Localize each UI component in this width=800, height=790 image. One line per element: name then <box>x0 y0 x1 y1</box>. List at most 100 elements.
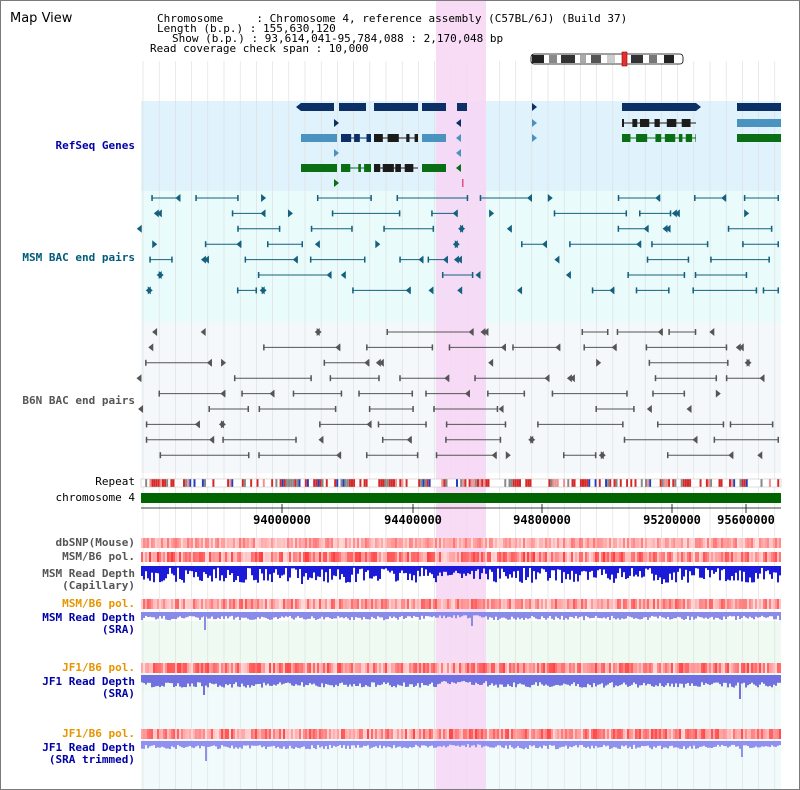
depth-bar <box>461 566 463 578</box>
depth-bar <box>435 741 437 748</box>
depth-bar <box>749 675 751 685</box>
depth-bar <box>325 741 327 747</box>
gene-block <box>737 103 781 111</box>
depth-bar <box>547 675 549 686</box>
depth-bar <box>363 612 365 618</box>
polymorphism-cell <box>587 729 589 739</box>
polymorphism-cell <box>709 599 711 609</box>
track-label-jf1-b6-pol-1[interactable]: JF1/B6 pol. <box>62 661 135 674</box>
track-label-chromosome[interactable]: chromosome 4 <box>55 491 135 504</box>
track-label-msm-depth-sra[interactable]: MSM Read Depth (SRA) <box>42 611 135 636</box>
polymorphism-cell <box>525 552 527 562</box>
depth-bar <box>507 675 509 685</box>
track-label-jf1-b6-pol-2[interactable]: JF1/B6 pol. <box>62 727 135 740</box>
depth-bar <box>705 612 707 618</box>
polymorphism-cell <box>409 663 411 673</box>
polymorphism-cell <box>495 599 497 609</box>
polymorphism-cell <box>181 538 183 548</box>
polymorphism-cell <box>309 729 311 739</box>
polymorphism-cell <box>475 599 477 609</box>
track-label-b6n-bac[interactable]: B6N BAC end pairs <box>22 394 135 407</box>
bac-end <box>247 406 250 412</box>
track-label-refseq[interactable]: RefSeq Genes <box>55 139 135 152</box>
polymorphism-cell <box>753 663 755 673</box>
polymorphism-cell <box>257 729 259 739</box>
repeat-segment <box>603 479 605 487</box>
polymorphism-cell <box>641 538 643 548</box>
depth-bar <box>491 612 493 618</box>
polymorphism-cell <box>237 552 239 562</box>
depth-bar <box>505 612 507 619</box>
polymorphism-cell <box>311 552 313 562</box>
track-label-jf1-depth-sra[interactable]: JF1 Read Depth (SRA) <box>42 675 135 700</box>
depth-bar <box>401 566 403 571</box>
polymorphism-cell <box>319 599 321 609</box>
polymorphism-cell <box>719 663 721 673</box>
track-label-repeat[interactable]: Repeat <box>95 475 135 488</box>
polymorphism-cell <box>695 729 697 739</box>
depth-bar <box>413 612 415 617</box>
polymorphism-cell <box>549 552 551 562</box>
polymorphism-cell <box>659 663 661 673</box>
depth-bar <box>759 675 761 685</box>
polymorphism-cell <box>549 538 551 548</box>
polymorphism-cell <box>357 729 359 739</box>
depth-bar <box>523 566 525 568</box>
polymorphism-cell <box>395 552 397 562</box>
depth-bar <box>345 741 347 749</box>
depth-bar <box>445 741 447 748</box>
polymorphism-cell <box>201 729 203 739</box>
track-label-msm-depth-capillary[interactable]: MSM Read Depth (Capillary) <box>42 567 135 592</box>
track-label-msm-b6-pol-2[interactable]: MSM/B6 pol. <box>62 597 135 610</box>
polymorphism-cell <box>395 663 397 673</box>
track-label-msm-b6-pol-1[interactable]: MSM/B6 pol. <box>62 550 135 563</box>
bac-end <box>652 390 654 397</box>
track-label-jf1-depth-trimmed[interactable]: JF1 Read Depth (SRA trimmed) <box>42 741 135 766</box>
repeat-segment <box>401 479 404 487</box>
polymorphism-cell <box>511 663 513 673</box>
polymorphism-cell <box>567 538 569 548</box>
polymorphism-cell <box>385 599 387 609</box>
repeat-segment <box>422 479 425 487</box>
depth-spike <box>741 741 743 757</box>
polymorphism-cell <box>471 663 473 673</box>
polymorphism-cell <box>581 538 583 548</box>
repeat-segment <box>183 479 185 487</box>
depth-bar <box>671 741 673 746</box>
depth-bar <box>193 566 195 578</box>
depth-bar <box>377 566 379 581</box>
track-label-msm-bac[interactable]: MSM BAC end pairs <box>22 251 135 264</box>
depth-bar <box>689 675 691 686</box>
polymorphism-cell <box>483 538 485 548</box>
depth-bar <box>185 612 187 618</box>
depth-bar <box>759 612 761 618</box>
bac-end <box>595 406 597 412</box>
depth-bar <box>763 675 765 684</box>
polymorphism-cell <box>447 552 449 562</box>
polymorphism-cell <box>753 599 755 609</box>
depth-bar <box>165 612 167 620</box>
polymorphism-cell <box>189 552 191 562</box>
depth-bar <box>709 566 711 578</box>
track-label-dbsnp[interactable]: dbSNP(Mouse) <box>55 536 135 549</box>
depth-bar <box>625 612 627 619</box>
depth-bar <box>337 612 339 617</box>
repeat-segment <box>409 479 412 487</box>
bac-end <box>159 452 162 459</box>
depth-bar <box>657 566 659 580</box>
depth-bar <box>273 566 275 573</box>
polymorphism-cell <box>239 552 241 562</box>
polymorphism-cell <box>687 599 689 609</box>
polymorphism-cell <box>195 538 197 548</box>
polymorphism-cell <box>629 663 631 673</box>
polymorphism-cell <box>533 599 535 609</box>
depth-bar <box>509 612 511 620</box>
polymorphism-cell <box>337 599 339 609</box>
polymorphism-cell <box>757 552 759 562</box>
repeat-segment <box>174 479 177 487</box>
bac-end <box>512 344 514 351</box>
depth-bar <box>725 566 727 582</box>
polymorphism-cell <box>241 663 243 673</box>
polymorphism-cell <box>299 663 301 673</box>
